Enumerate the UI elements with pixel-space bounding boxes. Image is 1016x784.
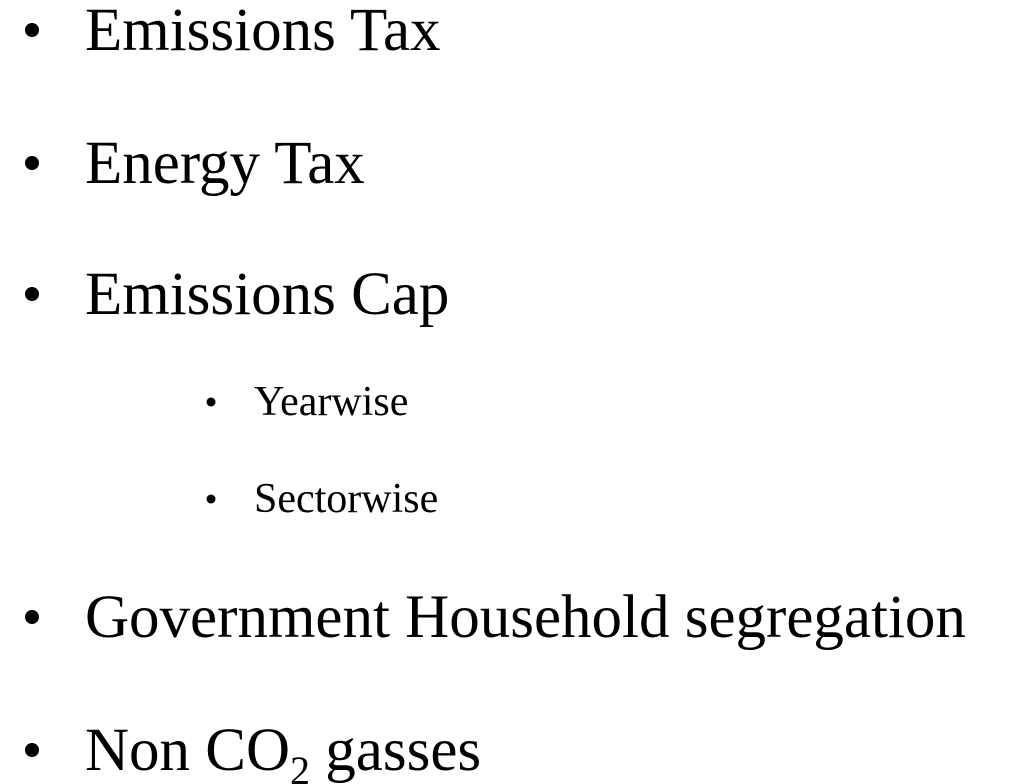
bullet-text: Energy Tax	[85, 130, 365, 197]
bullet-text: Government Household segregation	[85, 584, 966, 651]
sub-bullet	[206, 494, 216, 504]
bullet-text: Non CO2 gasses	[85, 717, 481, 784]
sub-bullet-text: Yearwise	[254, 379, 408, 425]
text-part: gasses	[310, 717, 481, 784]
subscript: 2	[290, 748, 310, 784]
sub-bullet-text: Sectorwise	[254, 476, 438, 522]
bullet	[25, 287, 39, 301]
text-part: Government Household segregation	[85, 584, 966, 651]
text-part: Non CO	[85, 717, 290, 784]
bullet	[25, 743, 39, 757]
text-part: Emissions Cap	[85, 261, 449, 328]
bullet	[25, 156, 39, 170]
bullet	[25, 610, 39, 624]
bullet-text: Emissions Cap	[85, 261, 449, 328]
bullet	[25, 23, 39, 37]
text-part: Emissions Tax	[85, 0, 441, 64]
text-part: Energy Tax	[85, 130, 365, 197]
sub-bullet	[206, 397, 216, 407]
bullet-text: Emissions Tax	[85, 0, 441, 64]
